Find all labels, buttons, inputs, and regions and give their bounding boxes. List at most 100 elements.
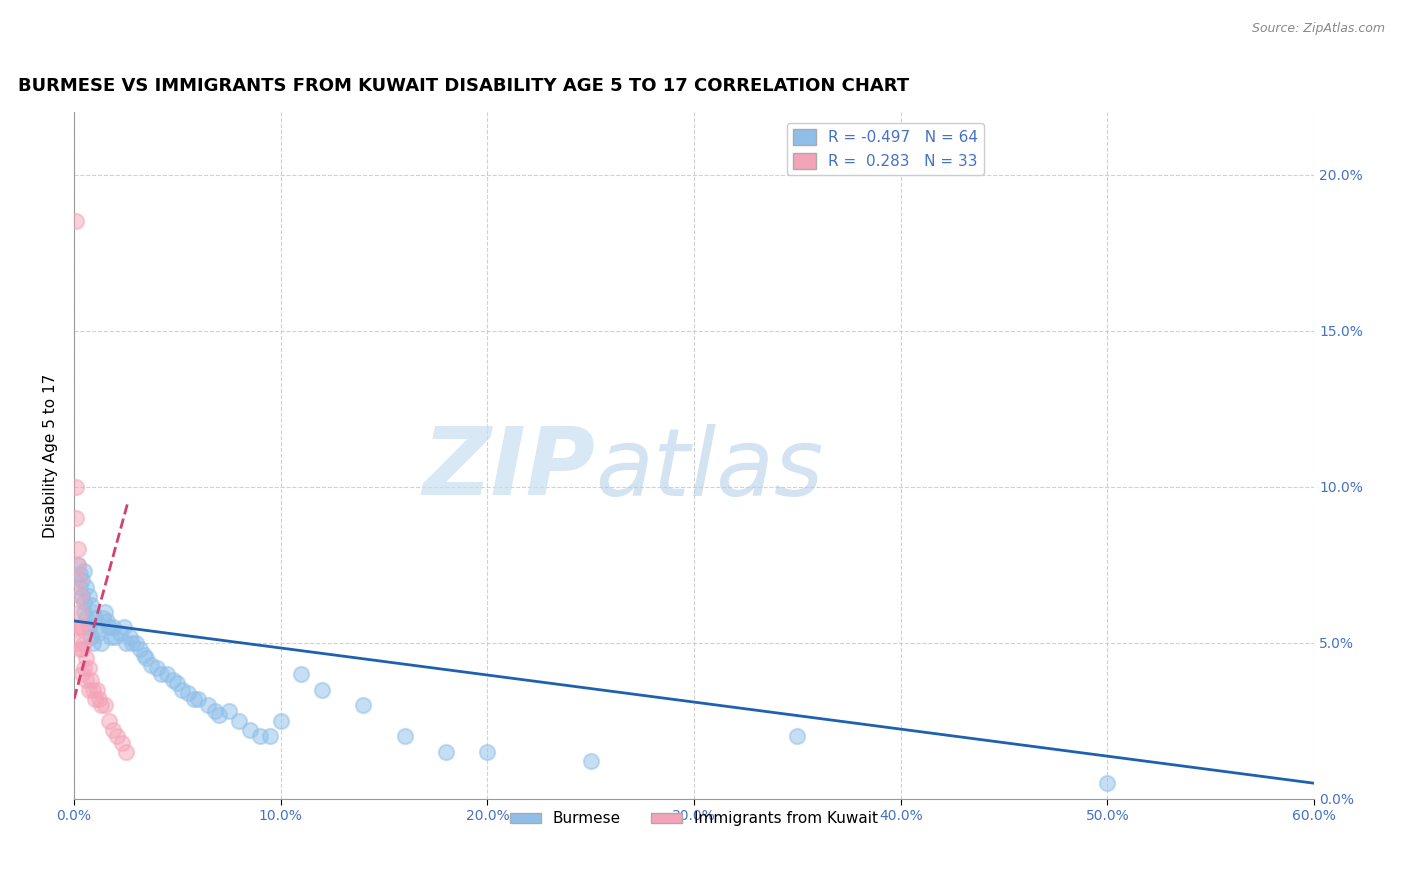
Point: [166, 676, 188, 690]
Point: [218, 705, 240, 719]
Text: BURMESE VS IMMIGRANTS FROM KUWAIT DISABILITY AGE 5 TO 17 CORRELATION CHART: BURMESE VS IMMIGRANTS FROM KUWAIT DISABI…: [18, 78, 910, 95]
Point: [135, 651, 157, 665]
Point: [94, 605, 117, 619]
Point: [129, 642, 152, 657]
Point: [228, 714, 250, 728]
Point: [83, 692, 105, 706]
Point: [104, 630, 127, 644]
Point: [67, 620, 90, 634]
Point: [125, 636, 148, 650]
Point: [311, 682, 333, 697]
Point: [579, 755, 602, 769]
Point: [187, 692, 209, 706]
Point: [134, 648, 156, 663]
Point: [73, 636, 96, 650]
Point: [65, 480, 87, 494]
Point: [65, 511, 87, 525]
Point: [69, 580, 91, 594]
Point: [114, 636, 136, 650]
Point: [786, 730, 808, 744]
Point: [114, 745, 136, 759]
Point: [87, 626, 110, 640]
Point: [149, 667, 172, 681]
Point: [170, 682, 193, 697]
Point: [67, 636, 90, 650]
Point: [82, 682, 104, 697]
Point: [111, 736, 134, 750]
Point: [67, 574, 90, 588]
Point: [86, 620, 108, 634]
Point: [90, 698, 112, 713]
Point: [83, 611, 105, 625]
Point: [91, 611, 114, 625]
Point: [112, 620, 135, 634]
Point: [72, 589, 94, 603]
Point: [118, 630, 141, 644]
Point: [98, 714, 121, 728]
Point: [94, 698, 117, 713]
Text: Source: ZipAtlas.com: Source: ZipAtlas.com: [1251, 22, 1385, 36]
Text: ZIP: ZIP: [422, 424, 595, 516]
Y-axis label: Disability Age 5 to 17: Disability Age 5 to 17: [44, 374, 58, 538]
Point: [145, 661, 167, 675]
Point: [204, 705, 226, 719]
Point: [162, 673, 184, 688]
Point: [77, 661, 100, 675]
Point: [139, 657, 162, 672]
Point: [72, 642, 94, 657]
Point: [73, 661, 96, 675]
Point: [69, 620, 91, 634]
Point: [76, 673, 98, 688]
Point: [79, 630, 101, 644]
Point: [249, 730, 271, 744]
Point: [290, 667, 312, 681]
Point: [107, 730, 129, 744]
Point: [73, 605, 96, 619]
Point: [65, 214, 87, 228]
Point: [79, 673, 101, 688]
Point: [77, 589, 100, 603]
Point: [87, 692, 110, 706]
Point: [69, 605, 91, 619]
Point: [69, 567, 91, 582]
Point: [103, 723, 125, 738]
Text: atlas: atlas: [595, 424, 823, 515]
Point: [73, 595, 96, 609]
Point: [69, 589, 91, 603]
Point: [1097, 776, 1119, 790]
Point: [183, 692, 205, 706]
Point: [352, 698, 374, 713]
Point: [67, 558, 90, 572]
Point: [270, 714, 292, 728]
Point: [79, 599, 101, 613]
Point: [108, 626, 131, 640]
Point: [82, 605, 104, 619]
Point: [77, 682, 100, 697]
Point: [98, 620, 121, 634]
Point: [76, 651, 98, 665]
Point: [76, 580, 98, 594]
Point: [239, 723, 262, 738]
Point: [121, 636, 143, 650]
Point: [67, 542, 90, 557]
Point: [67, 558, 90, 572]
Point: [76, 611, 98, 625]
Legend: Burmese, Immigrants from Kuwait: Burmese, Immigrants from Kuwait: [503, 805, 884, 832]
Point: [72, 574, 94, 588]
Point: [77, 620, 100, 634]
Point: [477, 745, 499, 759]
Point: [72, 667, 94, 681]
Point: [82, 636, 104, 650]
Point: [156, 667, 179, 681]
Point: [394, 730, 416, 744]
Point: [73, 564, 96, 578]
Point: [434, 745, 457, 759]
Point: [72, 620, 94, 634]
Point: [197, 698, 219, 713]
Point: [86, 682, 108, 697]
Point: [96, 614, 118, 628]
Point: [100, 630, 122, 644]
Point: [259, 730, 281, 744]
Point: [69, 642, 91, 657]
Point: [90, 636, 112, 650]
